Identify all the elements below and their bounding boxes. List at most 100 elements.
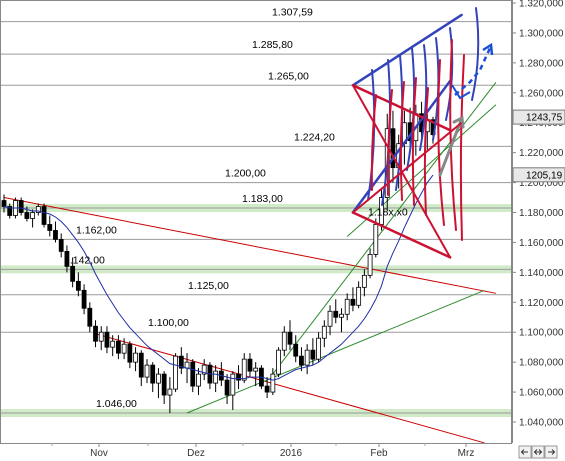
candle-body: [344, 298, 350, 315]
candle-body: [30, 212, 36, 219]
candle-body: [241, 358, 247, 381]
level-label: 1.162,00: [76, 224, 117, 236]
y-tick-label: 1.120,000: [519, 298, 564, 309]
candle-body: [87, 307, 93, 327]
candle-body: [1, 200, 7, 207]
candle-body: [224, 379, 230, 396]
expand-icon: [533, 449, 543, 455]
candle-body: [196, 373, 201, 387]
level-label: 1.285,80: [252, 39, 293, 51]
horizontal-levels: [0, 21, 512, 414]
blue-check-stroke: [451, 84, 471, 100]
candle-body: [127, 343, 133, 363]
y-tick-label: 1.100,000: [519, 328, 564, 339]
price-tag-box: [512, 167, 565, 183]
trend-line: [346, 104, 497, 237]
blue-scribble: [419, 44, 428, 151]
x-tick-label: Nov: [90, 448, 108, 459]
trend-line: [186, 289, 485, 414]
candle-body: [53, 230, 58, 240]
candle-body: [24, 212, 30, 219]
candle-body: [236, 373, 241, 381]
y-tick-label: 1.320,000: [519, 0, 564, 10]
candle-body: [156, 373, 161, 384]
level-label: 1.224,20: [294, 131, 335, 143]
channel-diagonal: [352, 121, 463, 214]
candle-body: [287, 331, 293, 345]
candle-body: [310, 349, 316, 360]
candle-body: [167, 388, 173, 396]
candle-body: [184, 361, 190, 369]
level-label: 1.125,00: [188, 280, 229, 292]
candle-body: [230, 373, 236, 396]
level-label: 1.307,59: [272, 7, 313, 19]
candle-body: [150, 364, 156, 384]
candle-body: [70, 265, 76, 282]
candle-body: [190, 361, 196, 387]
candle-body: [144, 364, 150, 378]
candle-body: [264, 385, 270, 393]
candle-body: [110, 340, 116, 348]
candle-body: [64, 251, 70, 267]
gray-arrow-icon: [438, 115, 465, 177]
x-tick-label: Feb: [370, 448, 388, 459]
candle-body: [373, 224, 379, 255]
level-label: 1.142,00: [64, 254, 105, 266]
y-tick-label: 1.300,000: [519, 28, 564, 39]
candle-body: [201, 364, 207, 375]
trend-lines: [3, 82, 497, 444]
candle-body: [281, 331, 287, 351]
candle-body: [133, 352, 138, 363]
candle-body: [93, 325, 98, 342]
candle-body: [138, 352, 144, 378]
candle-body: [18, 200, 24, 213]
candle-body: [116, 340, 121, 354]
y-tick-label: 1.060,000: [519, 388, 564, 399]
candle-body: [121, 343, 127, 354]
x-tick-label: 2016: [280, 448, 303, 459]
plot-border: [0, 0, 512, 444]
channel-diagonal: [352, 84, 452, 258]
level-label: 1.046,00: [96, 398, 137, 410]
red-scribble: [459, 54, 465, 241]
x-tick-label: Dez: [187, 448, 205, 459]
scroll-controls[interactable]: [518, 445, 558, 459]
candle-body: [247, 358, 253, 372]
candle-body: [7, 206, 13, 216]
blue-dashed-arrow: [454, 47, 492, 96]
candle-body: [299, 355, 304, 366]
candle-body: [339, 313, 344, 318]
red-scribble: [449, 39, 457, 231]
candle-body: [213, 370, 219, 384]
moving-average-line: [3, 174, 434, 381]
candle-body: [270, 373, 276, 393]
red-scribble: [423, 87, 429, 216]
candle-body: [316, 337, 322, 360]
red-scribble: [370, 94, 377, 191]
candle-body: [161, 373, 167, 396]
arrow-right-icon: [548, 449, 556, 455]
level-label: 1.183,00: [242, 193, 283, 205]
candle-body: [327, 310, 333, 327]
candle-body: [178, 355, 184, 369]
candle-body: [333, 310, 339, 318]
candle-body: [361, 274, 367, 288]
y-axis: 1.040,000 1.060,000 1.080,000 1.100,000 1.12…: [512, 0, 565, 443]
candle-body: [47, 224, 53, 231]
candle-body: [304, 349, 310, 366]
y-tick-label: 1.260,000: [519, 88, 564, 99]
level-label: 1.265,00: [268, 70, 309, 82]
y-tick-label: 1.280,000: [519, 58, 564, 69]
level-label: 1.100,00: [148, 317, 189, 329]
level-labels: 1.307,59 1.285,80 1.265,00 1.224,20 1.200,00…: [64, 7, 408, 410]
blue-scribble: [471, 7, 480, 101]
candle-body: [276, 349, 281, 375]
blue-arrow-head-icon: [482, 42, 494, 56]
candle-body: [350, 298, 356, 306]
hand-drawn-channel: [351, 7, 494, 259]
x-tick-label: Mrz: [458, 448, 475, 459]
candle-body: [390, 128, 396, 169]
price-tag: 1205,19: [526, 170, 563, 181]
candle-body: [104, 331, 110, 348]
